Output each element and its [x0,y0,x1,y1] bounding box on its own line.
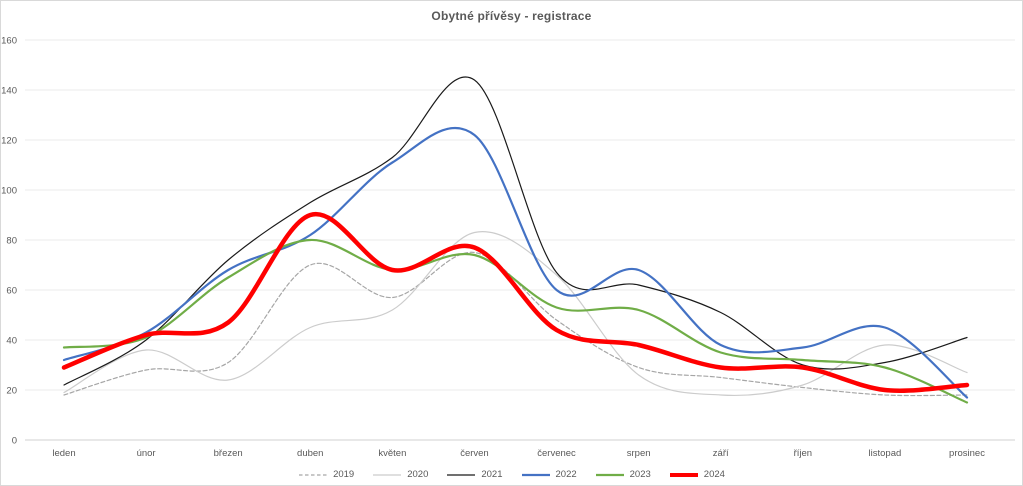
y-axis-tick-label: 80 [6,236,17,247]
x-axis-label-únor: únor [137,448,156,459]
x-axis-label-listopad: listopad [869,448,902,459]
chart-title: Obytné přívěsy - registrace [431,9,592,23]
series-line-2020 [63,231,968,397]
x-axis-label-prosinec: prosinec [949,448,985,459]
y-axis-tick-label: 100 [1,186,17,197]
legend-label-2024: 2024 [703,469,725,480]
y-axis-tick-label: 0 [12,436,17,447]
legend-label-2020: 2020 [407,469,429,480]
y-axis-tick-label: 60 [6,286,17,297]
legend-label-2019: 2019 [333,469,355,480]
x-axis-label-květen: květen [378,448,406,459]
legend-item-2024: 2024 [669,469,725,480]
legend-line-sample-2022 [521,473,550,476]
x-axis-label-září: září [713,448,729,459]
x-axis-label-červenec: červenec [537,448,576,459]
legend-item-2021: 2021 [446,469,503,480]
y-axis-tick-label: 140 [1,86,17,97]
x-axis-label-červen: červen [460,448,489,459]
x-axis-label-srpen: srpen [627,448,651,459]
y-axis-tick-label: 120 [1,136,17,147]
legend-item-2022: 2022 [521,469,577,480]
legend-item-2020: 2020 [372,469,428,480]
y-axis-tick-label: 40 [6,336,17,347]
legend-line-sample-2019 [299,473,328,476]
x-axis-label-duben: duben [297,448,323,459]
legend-line-sample-2023 [595,473,624,476]
series-line-2023 [62,238,969,404]
x-axis-label-leden: leden [52,448,75,459]
x-axis-label-říjen: říjen [794,448,812,459]
legend-label-2022: 2022 [555,469,577,480]
x-axis-label-březen: březen [214,448,243,459]
y-axis-tick-label: 160 [1,36,17,47]
series-line-2024 [61,211,970,393]
chart-legend: 2019 2020 2021 2022 2023 2024 [1,469,1022,480]
series-line-2021 [63,76,968,386]
series-line-2022 [62,127,969,399]
legend-item-2019: 2019 [298,469,354,480]
y-axis-tick-label: 20 [6,386,17,397]
legend-label-2023: 2023 [629,469,651,480]
legend-line-sample-2024 [669,472,698,477]
legend-item-2023: 2023 [595,469,651,480]
legend-line-sample-2020 [373,473,402,476]
legend-label-2021: 2021 [481,469,503,480]
legend-line-sample-2021 [447,473,476,476]
